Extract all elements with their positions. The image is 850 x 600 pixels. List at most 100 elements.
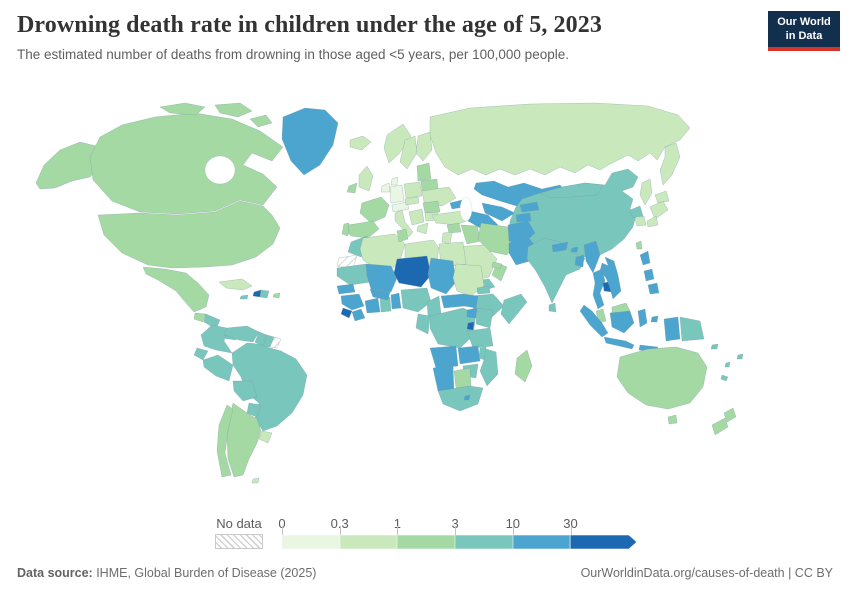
legend-swatch-2[interactable] xyxy=(397,535,456,549)
country-mongolia[interactable] xyxy=(539,182,604,199)
country-rwanda-burundi[interactable] xyxy=(466,321,475,331)
country-indonesia-sumatra[interactable] xyxy=(579,304,609,338)
country-puerto-rico[interactable] xyxy=(272,292,281,299)
country-australia[interactable] xyxy=(616,346,708,410)
country-somalia[interactable] xyxy=(500,293,528,325)
country-mali[interactable] xyxy=(365,263,398,293)
country-papua-new-guinea[interactable] xyxy=(679,316,705,342)
country-italy[interactable] xyxy=(394,209,414,238)
country-peru[interactable] xyxy=(202,354,234,382)
country-south-africa[interactable] xyxy=(437,385,484,412)
country-tunisia[interactable] xyxy=(396,228,409,243)
owid-logo[interactable]: Our World in Data xyxy=(768,11,840,51)
country-uae[interactable] xyxy=(491,261,503,270)
country-french-guiana[interactable] xyxy=(269,336,282,349)
country-philippines-mindanao[interactable] xyxy=(647,282,660,295)
country-car[interactable] xyxy=(440,293,466,309)
country-myanmar[interactable] xyxy=(583,240,601,274)
country-lesotho[interactable] xyxy=(463,394,471,401)
country-ireland[interactable] xyxy=(346,182,358,194)
country-denmark[interactable] xyxy=(390,176,399,186)
country-kenya[interactable] xyxy=(475,307,494,329)
legend-swatch-5-arrow[interactable] xyxy=(570,535,637,549)
country-bhutan[interactable] xyxy=(570,246,579,253)
country-sri-lanka[interactable] xyxy=(548,302,557,313)
country-uruguay[interactable] xyxy=(258,430,273,444)
country-germany[interactable] xyxy=(389,184,405,204)
country-namibia[interactable] xyxy=(432,365,455,392)
country-jamaica[interactable] xyxy=(239,294,249,300)
country-canada-arctic3[interactable] xyxy=(249,114,273,128)
country-japan-hokkaido[interactable] xyxy=(654,190,670,204)
country-portugal[interactable] xyxy=(341,222,350,237)
country-tanzania[interactable] xyxy=(466,327,494,349)
legend-no-data-swatch[interactable] xyxy=(215,534,263,549)
country-iceland[interactable] xyxy=(349,135,372,151)
attribution-link[interactable]: OurWorldinData.org/causes-of-death | CC … xyxy=(580,566,833,580)
country-cote-divoire[interactable] xyxy=(364,297,381,314)
country-south-korea[interactable] xyxy=(634,215,647,227)
country-north-korea[interactable] xyxy=(629,205,644,219)
country-greece[interactable] xyxy=(416,222,429,235)
country-zambia[interactable] xyxy=(457,345,481,365)
country-iraq[interactable] xyxy=(460,224,482,245)
country-mozambique[interactable] xyxy=(479,348,499,387)
country-drc[interactable] xyxy=(429,307,477,349)
legend-swatch-1[interactable] xyxy=(339,535,398,549)
country-bolivia[interactable] xyxy=(232,380,258,402)
legend-swatch-4[interactable] xyxy=(512,535,571,549)
country-tajikistan[interactable] xyxy=(515,212,532,223)
country-taiwan[interactable] xyxy=(635,240,643,250)
country-indonesia-borneo[interactable] xyxy=(609,310,635,334)
country-indonesia-moluccas[interactable] xyxy=(650,315,659,323)
country-philippines-visayas[interactable] xyxy=(643,268,655,282)
country-indonesia-sulawesi[interactable] xyxy=(637,308,648,328)
country-usa[interactable] xyxy=(97,200,281,269)
country-eritrea[interactable] xyxy=(476,285,491,295)
country-czechia[interactable] xyxy=(404,196,420,206)
country-indonesia-papua[interactable] xyxy=(663,316,681,342)
country-israel-jordan[interactable] xyxy=(441,231,453,245)
country-haiti[interactable] xyxy=(252,289,262,298)
country-chad[interactable] xyxy=(427,257,457,295)
country-vanuatu[interactable] xyxy=(724,361,731,368)
country-ecuador[interactable] xyxy=(193,347,209,361)
country-russia-kamchatka[interactable] xyxy=(659,142,681,186)
country-liberia[interactable] xyxy=(351,308,366,322)
legend-swatch-3[interactable] xyxy=(455,535,513,549)
country-colombia[interactable] xyxy=(200,324,233,354)
country-vietnam[interactable] xyxy=(602,256,622,300)
country-uk[interactable] xyxy=(358,165,374,192)
country-syria[interactable] xyxy=(446,222,462,234)
country-paraguay[interactable] xyxy=(246,402,262,418)
country-canada-arctic1[interactable] xyxy=(159,102,206,116)
country-uzbekistan[interactable] xyxy=(481,202,516,222)
country-dominican-republic[interactable] xyxy=(259,289,270,299)
country-canada-arctic2[interactable] xyxy=(214,102,253,118)
country-madagascar[interactable] xyxy=(514,349,533,383)
country-russia[interactable] xyxy=(429,102,691,176)
legend-swatch-0[interactable] xyxy=(282,535,340,549)
country-nepal[interactable] xyxy=(551,241,569,253)
country-uganda[interactable] xyxy=(466,307,478,319)
country-finland[interactable] xyxy=(415,131,433,162)
country-baltics[interactable] xyxy=(416,162,432,182)
country-benelux[interactable] xyxy=(380,182,391,193)
country-south-sudan[interactable] xyxy=(462,293,479,309)
country-botswana[interactable] xyxy=(453,367,472,389)
country-bangladesh[interactable] xyxy=(574,254,585,268)
country-cuba[interactable] xyxy=(218,278,253,291)
country-norway[interactable] xyxy=(383,123,412,164)
country-chile[interactable] xyxy=(216,404,234,478)
country-gabon-congo[interactable] xyxy=(415,313,431,335)
country-russia-sakhalin[interactable] xyxy=(639,178,653,206)
country-angola[interactable] xyxy=(429,345,459,369)
country-ukraine[interactable] xyxy=(421,186,457,207)
country-guatemala[interactable] xyxy=(193,312,207,323)
country-poland[interactable] xyxy=(403,181,423,199)
country-alpine[interactable] xyxy=(391,201,410,213)
country-france[interactable] xyxy=(359,196,390,224)
country-mexico[interactable] xyxy=(142,266,210,313)
country-venezuela[interactable] xyxy=(223,325,260,343)
country-sierra-leone[interactable] xyxy=(340,307,353,319)
